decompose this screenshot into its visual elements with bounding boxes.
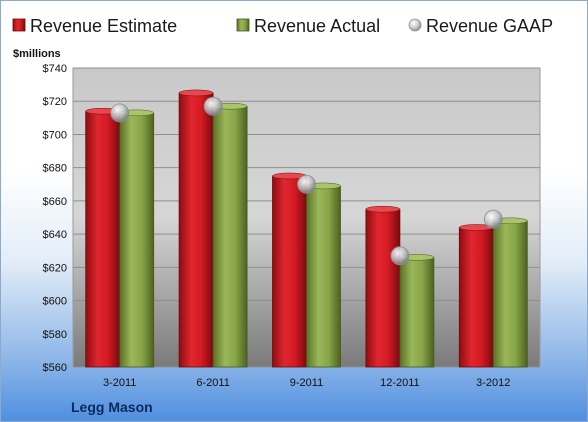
- marker-revenue-gaap: [110, 103, 130, 123]
- x-tick-label: 3-2012: [476, 377, 510, 389]
- y-tick-label: $660: [43, 196, 67, 208]
- bar-revenue-actual: [399, 256, 435, 368]
- legend-swatch-actual: [236, 18, 250, 32]
- y-tick-label: $580: [43, 329, 67, 341]
- x-tick-label: 3-2011: [103, 377, 136, 389]
- y-axis-ticks: $560 $580 $600 $620 $640 $660 $680 $700 $720 $740: [43, 63, 67, 374]
- legend-label: Revenue Estimate: [30, 16, 177, 36]
- bar-revenue-actual: [212, 105, 248, 368]
- y-axis-unit-label: $millions: [13, 48, 61, 60]
- bar-revenue-estimate: [272, 175, 307, 368]
- bar-revenue-actual: [306, 185, 341, 368]
- x-tick-label: 6-2011: [196, 377, 229, 389]
- bar-cap-estimate: [365, 205, 401, 213]
- legend-swatch-gaap: [408, 18, 422, 32]
- gaap-markers: [110, 96, 503, 266]
- bar-cap-estimate: [178, 89, 214, 97]
- y-tick-label: $560: [43, 362, 67, 374]
- company-label: Legg Mason: [71, 399, 153, 415]
- legend-label: Revenue GAAP: [426, 16, 553, 36]
- y-tick-label: $600: [43, 296, 67, 308]
- bar-revenue-estimate: [365, 208, 401, 368]
- bar-revenue-actual: [492, 220, 528, 368]
- bars: [85, 89, 528, 368]
- bar-revenue-estimate: [458, 227, 494, 368]
- y-tick-label: $620: [43, 262, 67, 274]
- marker-revenue-gaap: [390, 246, 410, 266]
- y-tick-label: $640: [43, 229, 67, 241]
- legend-swatch-estimate: [12, 18, 26, 32]
- bar-revenue-actual: [119, 112, 155, 368]
- marker-revenue-gaap: [483, 209, 503, 229]
- y-tick-label: $720: [43, 96, 67, 108]
- bar-revenue-estimate: [85, 110, 121, 368]
- x-axis-ticks: 3-2011 6-2011 9-2011 12-2011 3-2012: [103, 377, 510, 389]
- x-tick-label: 9-2011: [290, 377, 323, 389]
- marker-revenue-gaap: [203, 96, 223, 116]
- y-tick-label: $700: [43, 129, 67, 141]
- marker-revenue-gaap: [297, 174, 316, 194]
- legend: Revenue Estimate Revenue Actual Revenue GA…: [12, 16, 553, 36]
- x-tick-label: 12-2011: [380, 377, 420, 389]
- legend-label: Revenue Actual: [254, 16, 380, 36]
- y-tick-label: $740: [43, 63, 67, 75]
- bar-revenue-estimate: [178, 92, 214, 368]
- y-tick-label: $680: [43, 163, 67, 175]
